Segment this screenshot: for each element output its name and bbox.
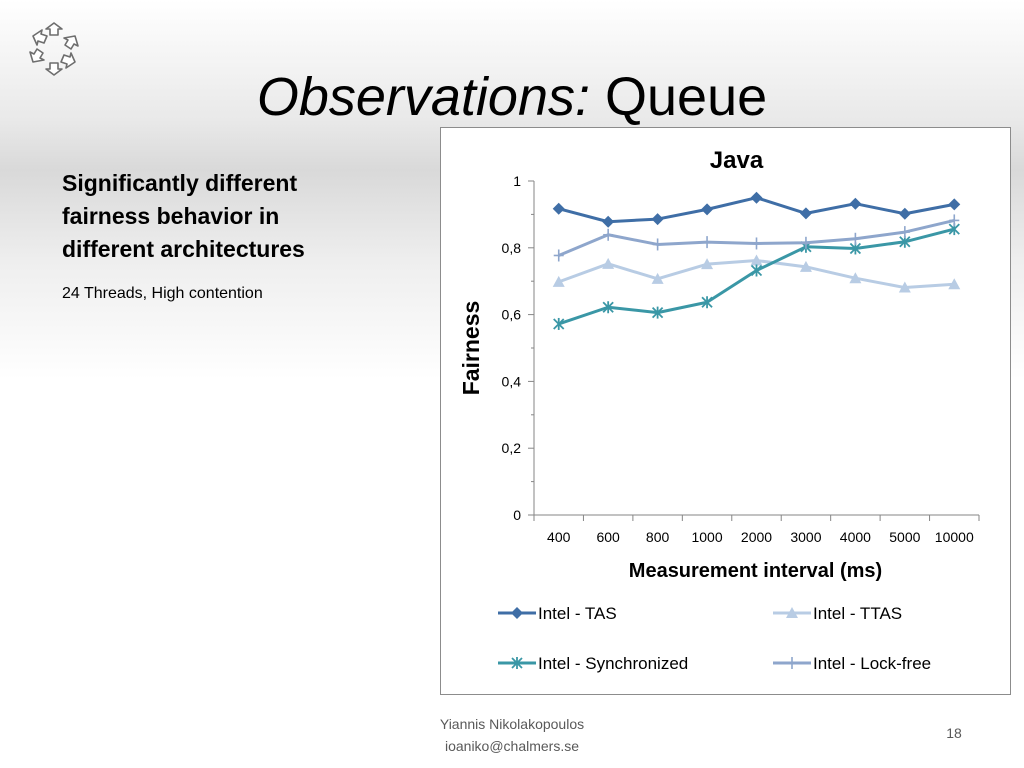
data-point [751,237,762,250]
data-point [750,254,763,266]
legend-marker [511,657,523,669]
data-point [701,258,714,270]
y-axis-label: Fairness [458,301,484,396]
sub-text: 24 Threads, High contention [62,285,263,302]
x-tick-label: 5000 [889,529,920,545]
x-tick-label: 3000 [790,529,821,545]
x-tick-label: 4000 [840,529,871,545]
data-point [602,301,614,314]
hexagon-arrows-logo-icon [29,22,79,76]
y-tick-label: 0,8 [502,240,522,256]
data-point [948,278,961,290]
data-point [948,198,961,211]
page-number: 18 [946,725,962,741]
x-tick-label: 400 [547,529,571,545]
data-point [849,272,862,284]
data-point [850,232,861,245]
title-italic-part: Observations: [256,67,590,127]
data-point [899,226,910,239]
logo [26,20,82,78]
data-point [898,281,911,293]
y-tick-label: 0,4 [502,373,522,389]
legend-marker [787,657,797,669]
y-tick-label: 0 [513,507,521,523]
data-point [652,238,663,251]
data-point [898,207,911,220]
y-tick-label: 0,6 [502,307,522,323]
x-tick-label: 1000 [691,529,722,545]
fairness-chart: Java 0 0,2 0,4 0,6 0,8 1 Fairness 400 600 800 1000 2… [458,147,980,673]
data-point [553,317,565,330]
x-tick-label: 800 [646,529,670,545]
legend-marker [786,607,798,618]
data-point [651,272,664,284]
data-point [750,264,763,277]
x-tick-label: 10000 [935,529,974,545]
footer: Yiannis Nikolakopoulos ioaniko@chalmers.… [400,713,624,757]
data-point [651,213,664,226]
legend-label: Intel - TAS [538,604,617,623]
data-point [552,275,565,287]
lead-text: Significantly different fairness behavio… [62,170,305,262]
footer-author: Yiannis Nikolakopoulos [439,716,585,732]
x-axis-label: Measurement interval (ms) [629,560,882,582]
data-point [602,215,615,228]
data-point [799,260,812,272]
data-point [849,197,862,210]
chart-title: Java [710,147,764,174]
legend-label: Intel - Synchronized [538,654,688,673]
data-point [552,202,565,215]
legend-label: Intel - Lock-free [813,654,931,673]
data-point [799,207,812,220]
x-tick-label: 2000 [741,529,772,545]
data-point [602,257,615,269]
data-point [750,191,763,204]
data-point [603,228,614,241]
data-point [702,236,713,249]
data-point [553,249,564,262]
data-point [701,296,713,309]
data-point [651,306,664,319]
y-tick-label: 1 [513,173,521,189]
x-tick-label: 600 [596,529,620,545]
slide-title: Observations: Queue [0,62,1024,132]
data-point [701,203,714,216]
data-point [949,214,960,227]
legend-marker [511,607,523,619]
title-rest-part: Queue [605,67,768,127]
data-point [800,236,811,249]
chart-container: Java 0 0,2 0,4 0,6 0,8 1 Fairness 400 600 800 1000 2… [440,127,1011,695]
footer-email: ioaniko@chalmers.se [444,738,580,754]
legend-label: Intel - TTAS [813,604,902,623]
y-tick-label: 0,2 [502,440,522,456]
